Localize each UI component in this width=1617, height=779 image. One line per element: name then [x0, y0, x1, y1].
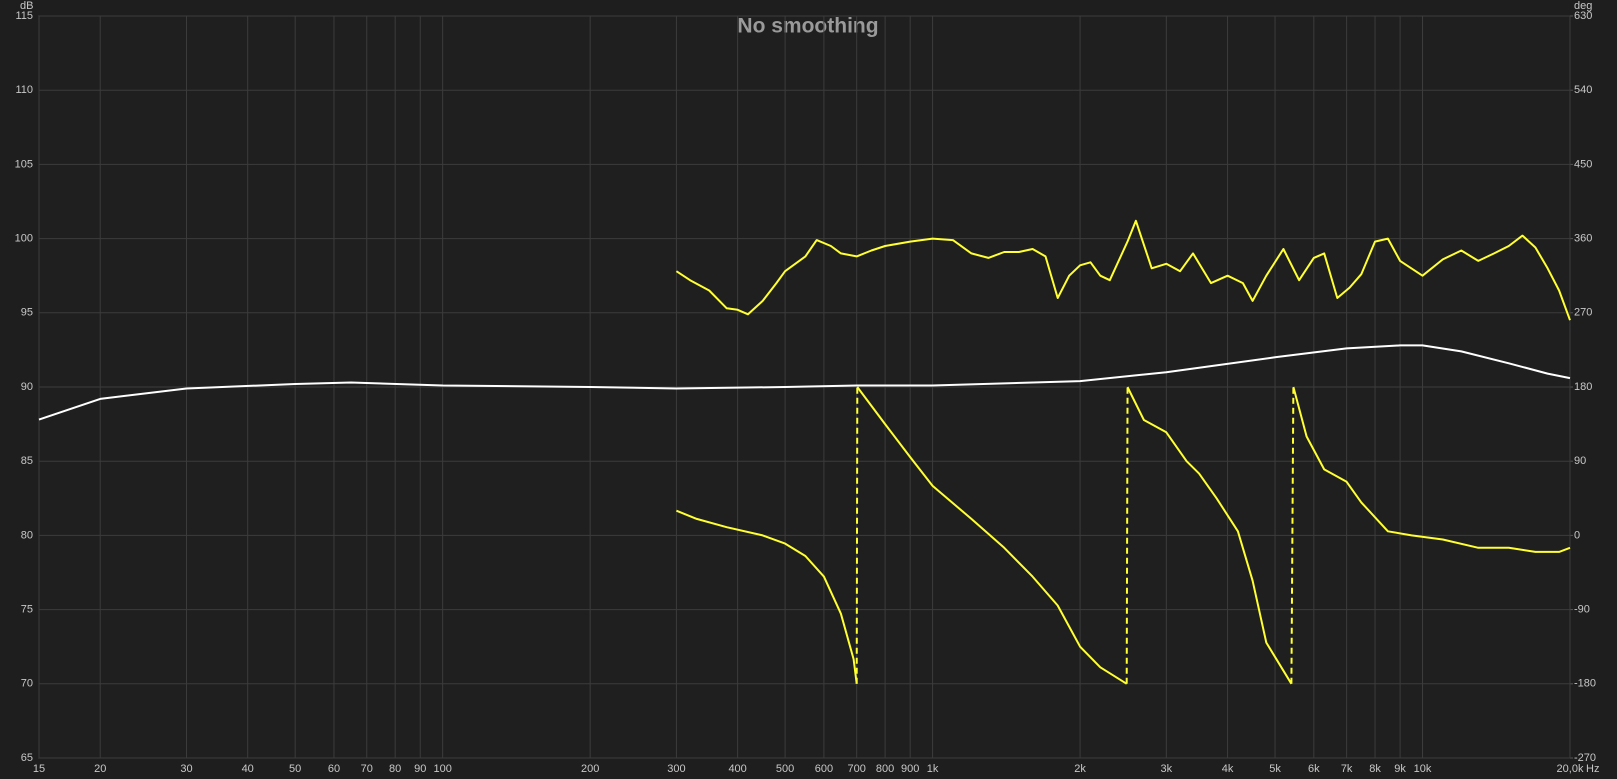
x-tick-label: 200 — [581, 763, 599, 775]
y-tick-label: 85 — [21, 455, 33, 467]
x-tick-label: 300 — [667, 763, 685, 775]
x-tick-label: 900 — [901, 763, 919, 775]
y-tick-label: 105 — [15, 158, 33, 170]
y-axis-label: dB — [20, 0, 33, 12]
x-tick-label: 10k — [1414, 763, 1432, 775]
x-tick-label: 7k — [1341, 763, 1353, 775]
y2-tick-label: 630 — [1574, 10, 1592, 22]
x-tick-label: 20 — [94, 763, 106, 775]
x-tick-label: 80 — [389, 763, 401, 775]
x-tick-label: 8k — [1369, 763, 1381, 775]
x-tick-label: 15 — [33, 763, 45, 775]
y-tick-label: 100 — [15, 233, 33, 245]
x-tick-label: 100 — [433, 763, 451, 775]
y-tick-label: 90 — [21, 381, 33, 393]
x-tick-label: 60 — [328, 763, 340, 775]
series-line — [676, 386, 1571, 685]
y2-tick-label: -90 — [1574, 604, 1590, 616]
x-tick-label: 40 — [242, 763, 254, 775]
x-tick-label: 500 — [776, 763, 794, 775]
y2-tick-label: 360 — [1574, 233, 1592, 245]
x-tick-label: 90 — [414, 763, 426, 775]
y2-tick-label: -180 — [1574, 678, 1596, 690]
y2-tick-label: 540 — [1574, 84, 1592, 96]
x-tick-label: 20,0k — [1557, 763, 1584, 775]
y-tick-label: 95 — [21, 307, 33, 319]
y2-tick-label: 450 — [1574, 158, 1592, 170]
chart-title: No smoothing — [737, 15, 878, 38]
y-tick-label: 110 — [15, 84, 33, 96]
x-tick-label: 30 — [180, 763, 192, 775]
x-tick-label: 700 — [848, 763, 866, 775]
x-tick-label: 3k — [1161, 763, 1173, 775]
series-line — [38, 344, 1571, 421]
y2-tick-label: -270 — [1574, 752, 1596, 764]
x-tick-label: 5k — [1269, 763, 1281, 775]
y2-axis-label: deg — [1574, 0, 1592, 12]
x-tick-label: 70 — [361, 763, 373, 775]
x-tick-label: 800 — [876, 763, 894, 775]
series-line — [675, 219, 1571, 321]
y-tick-label: 80 — [21, 529, 33, 541]
x-tick-label: 400 — [728, 763, 746, 775]
x-tick-label: 50 — [289, 763, 301, 775]
x-tick-label: 1k — [927, 763, 939, 775]
y-tick-label: 75 — [21, 604, 33, 616]
y2-tick-label: 180 — [1574, 381, 1592, 393]
y-tick-label: 115 — [15, 10, 33, 22]
x-axis-label: Hz — [1586, 763, 1599, 775]
x-tick-label: 6k — [1308, 763, 1320, 775]
y-tick-label: 65 — [21, 752, 33, 764]
x-tick-label: 600 — [815, 763, 833, 775]
y-tick-label: 70 — [21, 678, 33, 690]
y2-tick-label: 90 — [1574, 455, 1586, 467]
y2-tick-label: 0 — [1574, 529, 1580, 541]
y2-tick-label: 270 — [1574, 307, 1592, 319]
x-tick-label: 2k — [1074, 763, 1086, 775]
x-tick-label: 9k — [1394, 763, 1406, 775]
x-tick-label: 4k — [1222, 763, 1234, 775]
